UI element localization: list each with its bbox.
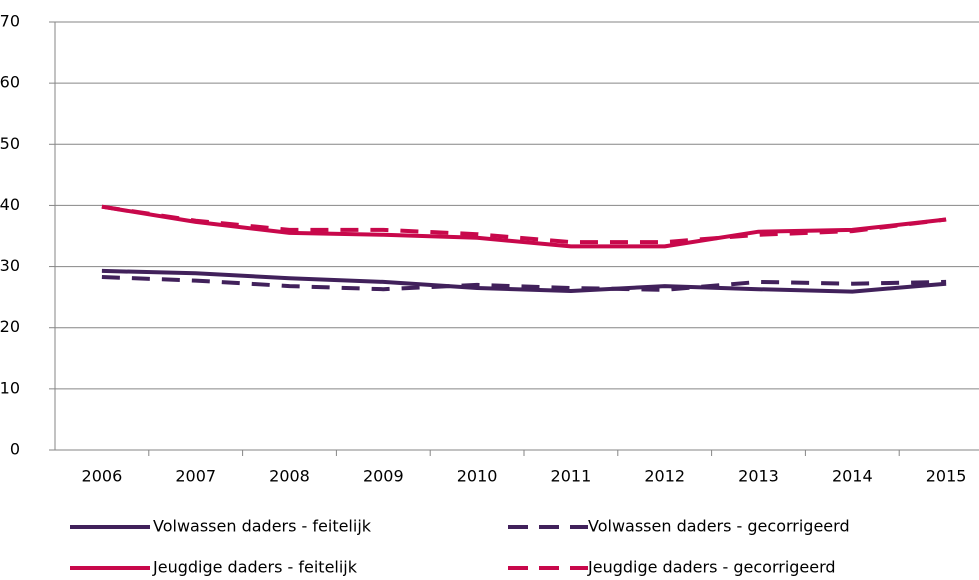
legend-label: Jeugdige daders - gecorrigeerd [587,558,836,577]
y-tick-label: 20 [0,317,20,336]
y-tick-label: 60 [0,73,20,92]
series-line [101,204,947,249]
series-line [101,204,947,245]
x-tick-label: 2008 [269,467,310,486]
y-tick-label: 40 [0,195,20,214]
x-tick-label: 2009 [363,467,404,486]
x-tick-label: 2012 [644,467,685,486]
legend-label: Volwassen daders - feitelijk [153,517,372,536]
y-tick-label: 10 [0,378,20,397]
legend-label: Volwassen daders - gecorrigeerd [588,517,850,536]
y-tick-label: 70 [0,12,20,31]
x-tick-label: 2007 [175,467,216,486]
series-line [101,268,947,294]
x-tick-label: 2006 [82,467,123,486]
legend-label: Jeugdige daders - feitelijk [152,558,358,577]
x-tick-label: 2014 [832,467,873,486]
y-tick-label: 50 [0,134,20,153]
x-tick-label: 2011 [551,467,592,486]
x-tick-label: 2010 [457,467,498,486]
x-tick-label: 2015 [926,467,967,486]
y-tick-label: 30 [0,256,20,275]
series-line [101,275,947,292]
y-tick-label: 0 [10,440,20,459]
x-tick-label: 2013 [738,467,779,486]
